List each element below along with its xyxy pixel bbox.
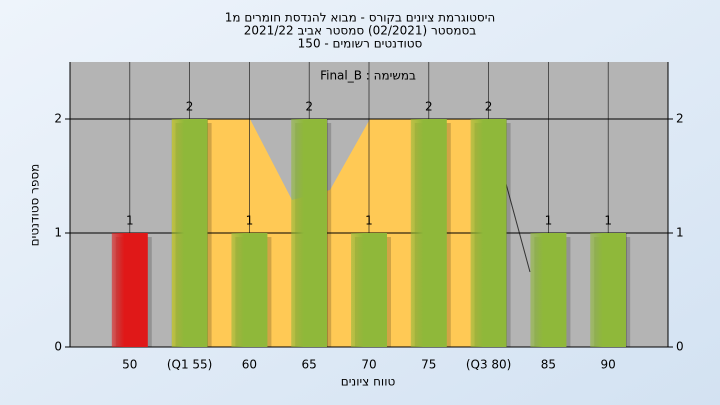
- value-label: 1: [545, 214, 553, 228]
- value-label: 2: [186, 100, 194, 114]
- bar: [410, 119, 447, 347]
- x-tick-label: (Q1 55): [167, 358, 213, 372]
- bar: [530, 233, 567, 347]
- value-label: 2: [425, 100, 433, 114]
- value-label: 1: [365, 214, 373, 228]
- bar: [590, 233, 627, 347]
- x-tick-label: 50: [122, 358, 137, 372]
- x-tick-label: 70: [361, 358, 376, 372]
- bar: [351, 233, 387, 347]
- value-label: 2: [485, 100, 493, 114]
- legend: Final_B : במשימה: [320, 69, 416, 83]
- y2-tick-label: 2: [676, 112, 684, 126]
- y-tick-label: 1: [54, 226, 62, 240]
- y-axis-label: מספר סטודנטים: [28, 164, 42, 247]
- x-tick-label: 65: [302, 358, 317, 372]
- bar: [470, 119, 507, 347]
- bar: [291, 119, 328, 347]
- y-tick-label: 0: [54, 340, 62, 354]
- value-label: 1: [604, 214, 612, 228]
- bar: [171, 119, 208, 347]
- x-tick-label: 85: [541, 358, 556, 372]
- y2-tick-label: 1: [676, 226, 684, 240]
- x-tick-label: 75: [421, 358, 436, 372]
- chart-subtitle: סטודנטים רשומים - 150: [298, 37, 423, 51]
- bar: [111, 233, 148, 347]
- value-label: 1: [126, 214, 134, 228]
- x-tick-label: 60: [242, 358, 257, 372]
- value-label: 1: [246, 214, 254, 228]
- y2-tick-label: 0: [676, 340, 684, 354]
- x-axis-label: טווח ציונים: [341, 375, 396, 389]
- range-line: [504, 179, 531, 273]
- chart-subtitle: בסמסטר (02/2021) סמסטר אביב 2021/22: [244, 24, 476, 38]
- x-tick-label: (Q3 80): [466, 358, 512, 372]
- x-tick-label: 90: [601, 358, 616, 372]
- value-label: 2: [305, 100, 313, 114]
- bar: [231, 233, 268, 347]
- y-tick-label: 2: [54, 112, 62, 126]
- chart-title: היסטוגרמת ציונים בקורס - מבוא להנדסת חומ…: [225, 11, 496, 25]
